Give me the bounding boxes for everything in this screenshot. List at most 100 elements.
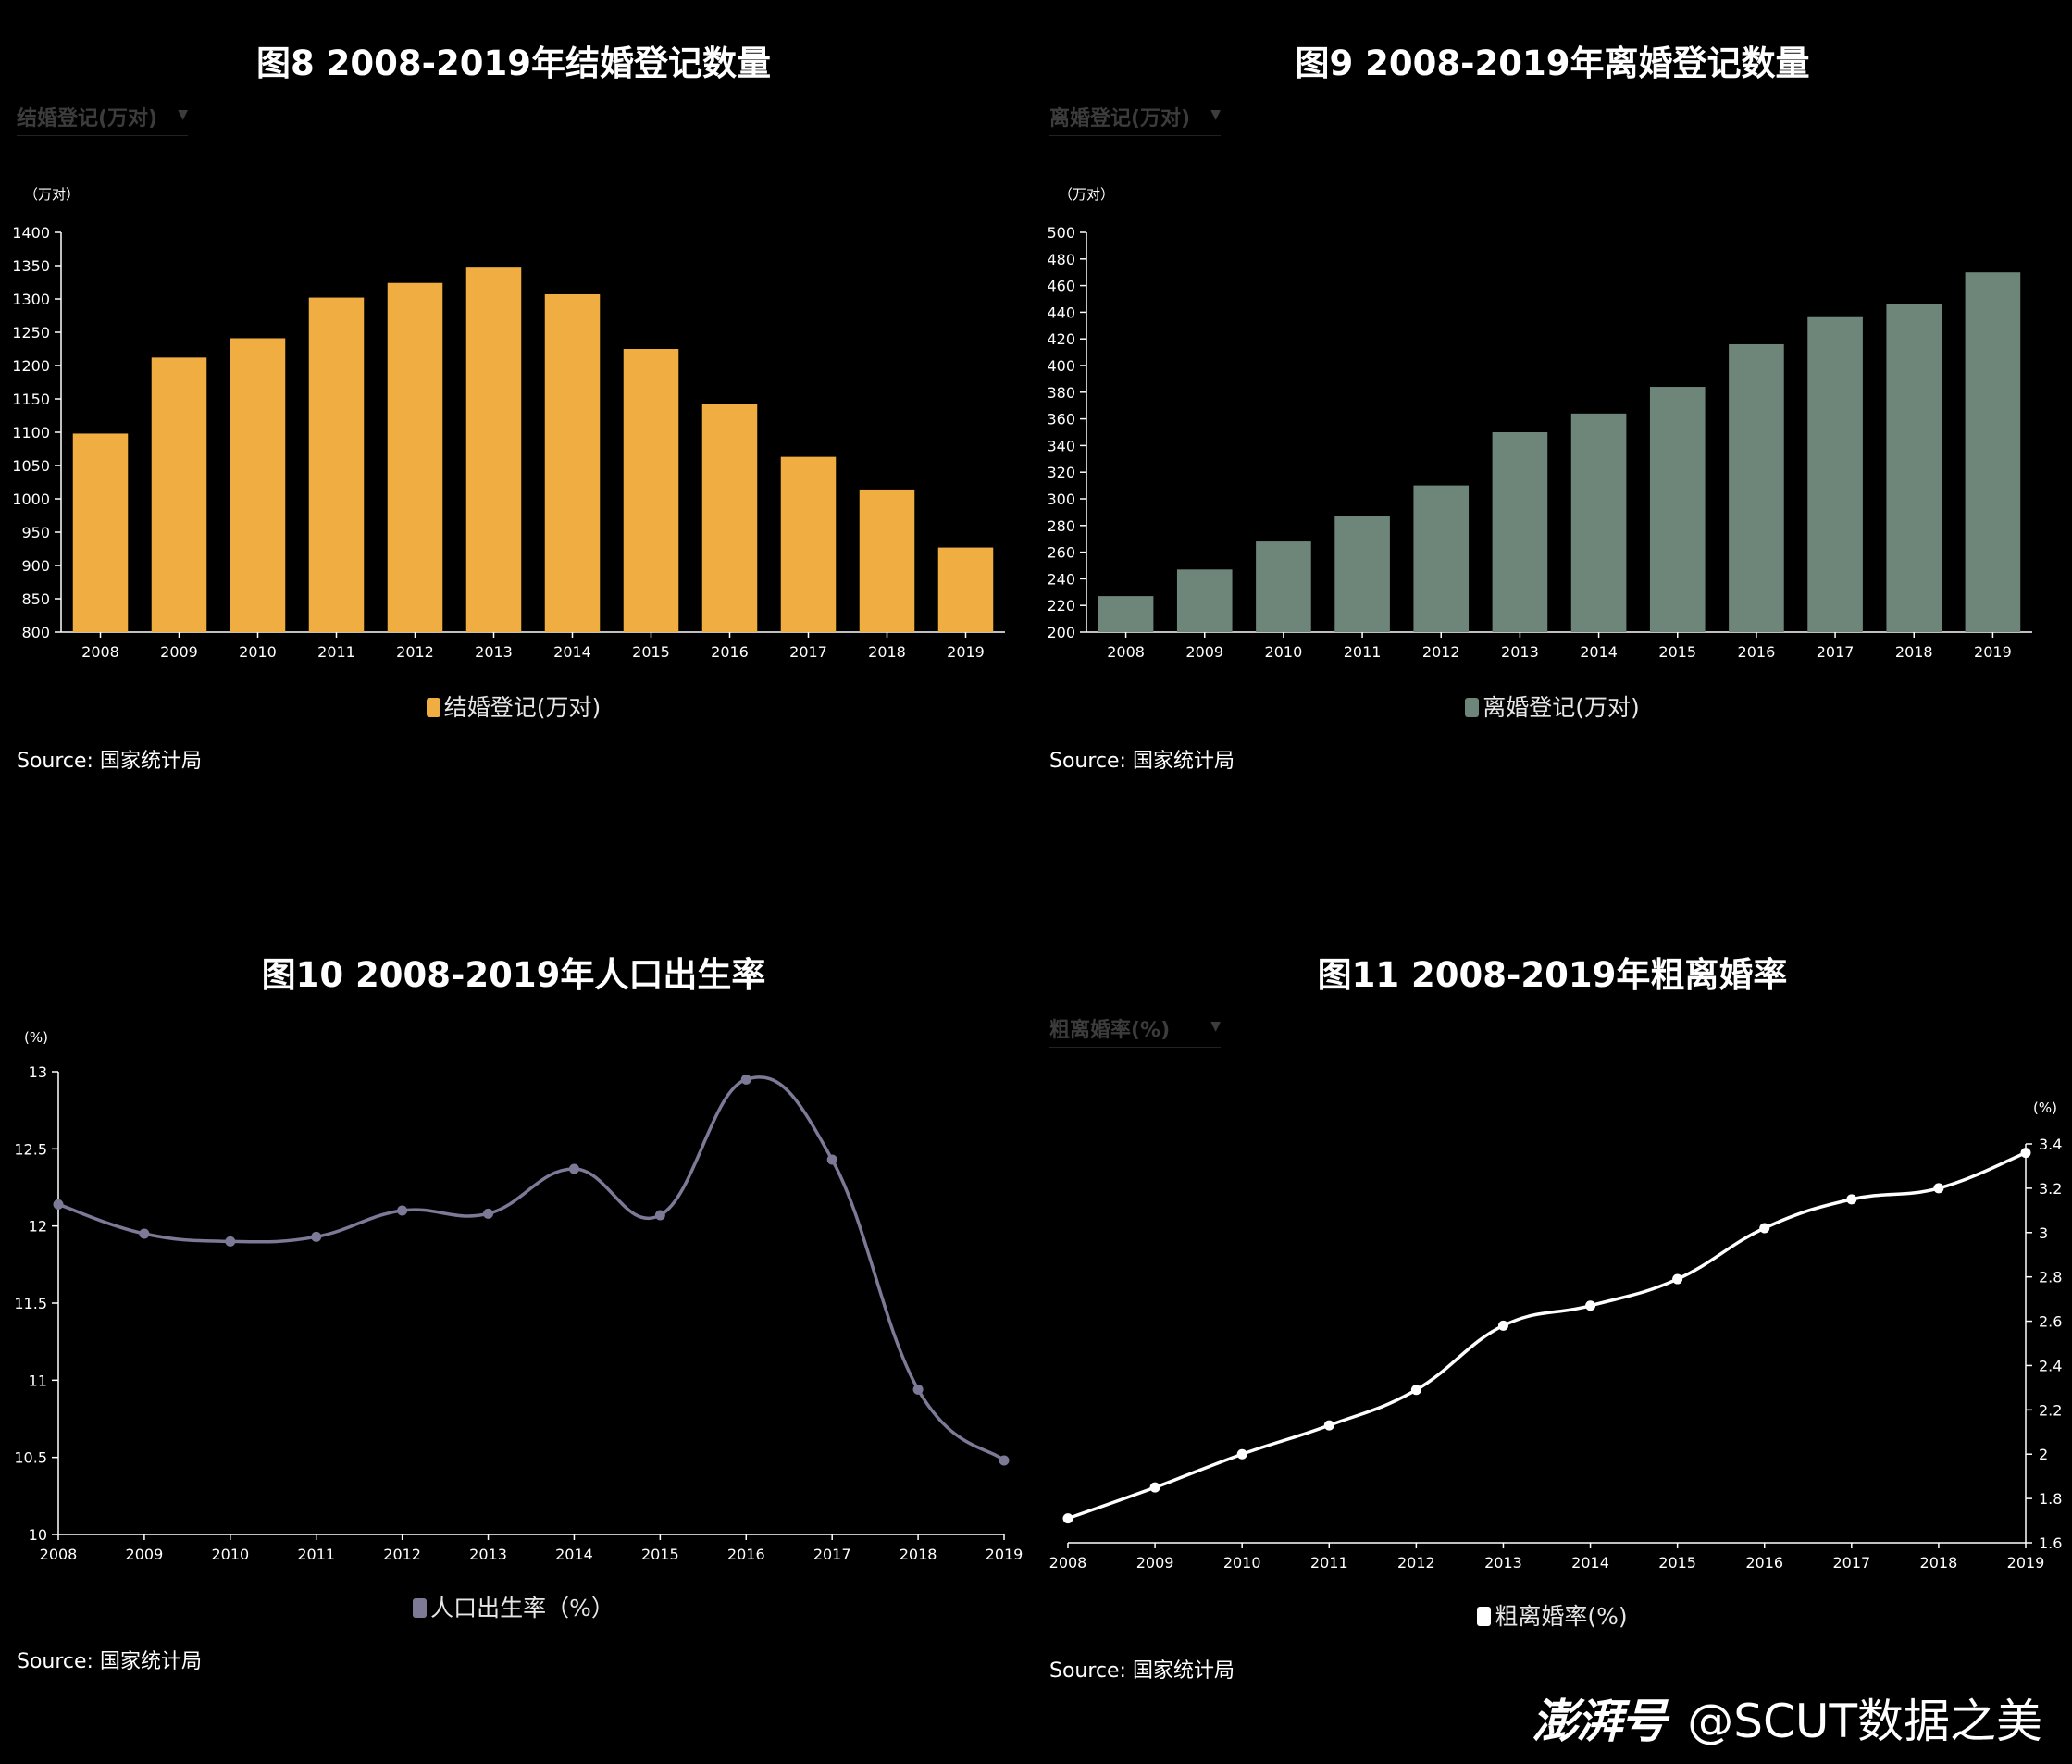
chart-panel-birth-rate: 图10 2008-2019年人口出生率 (%) 10 10.5 11 11.5 12 12.… <box>0 912 1027 1764</box>
x-tick-label: 2012 <box>1397 1554 1435 1571</box>
x-tick-label: 2017 <box>1832 1554 1870 1571</box>
chart-legend[interactable]: 离婚登记(万对) <box>1033 689 2072 723</box>
y-tick-label: 1200 <box>12 357 50 375</box>
data-point <box>654 1210 665 1221</box>
y-tick-label: 360 <box>1047 411 1075 429</box>
x-tick-label: 2015 <box>632 643 670 661</box>
y-tick-label: 1000 <box>12 491 50 508</box>
x-tick-label: 2013 <box>469 1546 507 1563</box>
x-tick-label: 2009 <box>1136 1554 1174 1571</box>
bar-chart-marriage: （万对） 800 850 900 950 1000 1050 1100 1150 1200 1250… <box>12 186 1005 661</box>
y-tick-label: 2.8 <box>2039 1269 2062 1286</box>
chart-legend[interactable]: 结婚登记(万对) <box>0 689 1027 723</box>
y-tick-label: 1050 <box>12 457 50 475</box>
dropdown-label: 离婚登记(万对) <box>1049 107 1191 130</box>
bar <box>1176 569 1233 632</box>
series-dropdown[interactable]: 结婚登记(万对) ▼ <box>17 102 188 136</box>
data-point <box>1149 1482 1160 1493</box>
bar <box>1334 516 1390 632</box>
watermark: 澎湃号 @SCUT数据之美 <box>1532 1684 2042 1751</box>
y-tick-label: 420 <box>1047 330 1075 348</box>
y-tick-label: 950 <box>21 524 50 541</box>
y-tick-label: 1350 <box>12 257 50 275</box>
y-tick-label: 220 <box>1047 597 1075 615</box>
x-tick-label: 2008 <box>1049 1554 1087 1571</box>
bar <box>1965 272 2021 632</box>
x-tick-label: 2011 <box>317 643 355 661</box>
bar <box>1649 387 1706 632</box>
bar <box>623 349 679 632</box>
source-note: Source: 国家统计局 <box>1049 750 1235 773</box>
x-tick-label: 2017 <box>1817 643 1855 661</box>
y-axis-unit-label: (%) <box>2033 1099 2057 1116</box>
y-tick-label: 380 <box>1047 384 1075 402</box>
x-tick-label: 2019 <box>986 1546 1024 1563</box>
data-point <box>1323 1420 1334 1431</box>
legend-label: 离婚登记(万对) <box>1483 694 1640 721</box>
y-tick-label: 11 <box>29 1372 47 1389</box>
x-tick-label: 2014 <box>1580 643 1618 661</box>
bar <box>701 404 758 632</box>
chart-panel-marriage: 图8 2008-2019年结婚登记数量 结婚登记(万对) ▼ （万对） 800 85… <box>0 0 1027 796</box>
y-tick-label: 3 <box>2039 1224 2048 1242</box>
data-point <box>912 1384 924 1395</box>
y-tick-label: 12.5 <box>14 1140 47 1158</box>
y-tick-label: 1250 <box>12 324 50 342</box>
x-tick-label: 2017 <box>789 643 827 661</box>
x-tick-label: 2012 <box>383 1546 421 1563</box>
bar <box>1098 596 1154 632</box>
data-point <box>740 1074 751 1085</box>
x-tick-label: 2011 <box>1344 643 1382 661</box>
y-tick-label: 11.5 <box>14 1295 47 1312</box>
legend-swatch <box>413 1598 428 1618</box>
series-line <box>57 1075 1006 1462</box>
y-tick-label: 280 <box>1047 517 1075 535</box>
x-tick-label: 2019 <box>947 643 985 661</box>
chart-legend[interactable]: 粗离婚率(%) <box>1033 1598 2072 1632</box>
y-tick-label: 340 <box>1047 437 1075 454</box>
data-point <box>826 1154 837 1165</box>
data-point <box>1759 1223 1770 1234</box>
y-tick-label: 440 <box>1047 304 1075 321</box>
bar <box>1807 316 1863 632</box>
y-tick-label: 240 <box>1047 570 1075 588</box>
y-tick-label: 1.8 <box>2039 1490 2062 1508</box>
chart-title: 图9 2008-2019年离婚登记数量 <box>1295 43 1810 83</box>
y-tick-label: 260 <box>1047 544 1075 562</box>
x-tick-label: 2008 <box>40 1546 78 1563</box>
bar <box>387 282 443 632</box>
data-point <box>568 1163 579 1174</box>
chart-legend[interactable]: 人口出生率（%） <box>0 1590 1027 1623</box>
dropdown-label: 结婚登记(万对) <box>17 107 158 130</box>
series-dropdown[interactable]: 离婚登记(万对) ▼ <box>1049 102 1221 136</box>
bar <box>1256 541 1311 632</box>
x-tick-label: 2013 <box>1501 643 1539 661</box>
y-tick-label: 1100 <box>12 424 50 441</box>
bar <box>780 456 837 632</box>
x-tick-label: 2017 <box>813 1546 851 1563</box>
bar <box>465 267 522 632</box>
legend-swatch <box>1465 698 1480 717</box>
data-point <box>999 1455 1010 1466</box>
y-tick-label: 500 <box>1047 224 1075 242</box>
x-tick-label: 2015 <box>1658 643 1696 661</box>
y-tick-label: 320 <box>1047 464 1075 481</box>
source-note: Source: 国家统计局 <box>17 750 202 773</box>
x-tick-label: 2019 <box>2007 1554 2045 1571</box>
x-tick-label: 2018 <box>868 643 906 661</box>
chart-panel-divorce: 图9 2008-2019年离婚登记数量 离婚登记(万对) ▼ （万对） 200 22… <box>1033 0 2072 796</box>
y-tick-label: 1400 <box>12 224 50 242</box>
y-tick-label: 12 <box>29 1218 47 1236</box>
legend-label: 结婚登记(万对) <box>443 694 602 721</box>
series-dropdown[interactable]: 粗离婚率(%) ▼ <box>1049 1013 1221 1048</box>
chart-title: 图10 2008-2019年人口出生率 <box>261 955 766 995</box>
bar <box>151 357 207 632</box>
y-tick-label: 3.4 <box>2039 1136 2062 1153</box>
y-axis-unit-label: （万对） <box>1059 186 1114 203</box>
bar <box>230 338 286 632</box>
x-tick-label: 2009 <box>1185 643 1223 661</box>
x-tick-label: 2016 <box>1738 643 1776 661</box>
x-tick-label: 2012 <box>1422 643 1460 661</box>
y-tick-label: 800 <box>21 624 50 641</box>
x-tick-label: 2012 <box>396 643 434 661</box>
